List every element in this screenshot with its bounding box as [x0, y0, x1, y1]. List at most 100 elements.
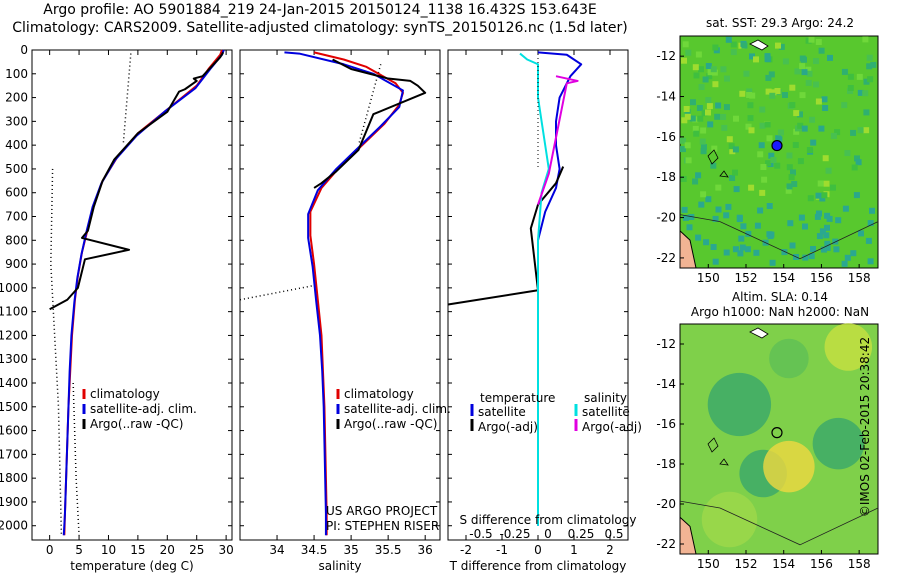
sst-texture-cell	[788, 174, 795, 181]
depth-tick-label: 800	[5, 233, 28, 247]
sst-texture-cell	[743, 70, 750, 77]
sst-texture-cell	[851, 164, 858, 171]
diff-top-tick-label: 0	[544, 527, 552, 541]
sst-texture-cell	[712, 44, 719, 51]
sla-anomaly-blob	[769, 338, 809, 379]
sst-texture-cell	[698, 66, 704, 73]
sst-texture-cell	[841, 102, 848, 109]
sst-texture-cell	[710, 162, 717, 169]
sst-texture-cell	[834, 129, 841, 136]
sst-texture-cell	[862, 36, 869, 43]
diff-top-tick-label: 0.5	[604, 527, 623, 541]
sst-texture-cell	[698, 84, 705, 90]
sst-texture-cell	[869, 207, 875, 214]
sst-texture-cell	[733, 186, 740, 193]
sst-texture-cell	[758, 142, 765, 149]
sst-texture-cell	[824, 244, 831, 251]
sla-lon-tick-label: 150	[697, 557, 720, 571]
sst-texture-cell	[740, 223, 747, 230]
sla-lon-tick-label: 154	[772, 557, 795, 571]
sst-texture-cell	[759, 189, 766, 196]
sla-lat-tick-label: -18	[656, 457, 676, 471]
sst-texture-cell	[695, 172, 702, 179]
sst-texture-cell	[720, 66, 727, 73]
depth-tick-label: 1000	[0, 281, 28, 295]
depth-tick-label: 1500	[0, 400, 28, 414]
sla-land-mass	[679, 516, 697, 555]
sst-texture-cell	[723, 104, 730, 111]
sst-texture-cell	[720, 114, 727, 120]
sst-texture-cell	[807, 195, 814, 202]
sst-texture-cell	[781, 249, 788, 256]
sst-texture-cell	[730, 49, 737, 56]
sst-texture-cell	[818, 47, 825, 54]
sla-lat-tick-label: -14	[656, 377, 676, 391]
sst-texture-cell	[870, 61, 877, 68]
sst-texture-cell	[729, 148, 736, 155]
sst-texture-cell	[792, 142, 799, 148]
sst-texture-cell	[759, 122, 766, 129]
sla-anomaly-blob	[763, 440, 815, 493]
sst-texture-cell	[815, 39, 822, 45]
sst-texture-cell	[826, 215, 833, 222]
sst-texture-cell	[682, 41, 689, 48]
sst-texture-cell	[850, 129, 857, 136]
sst-texture-cell	[729, 175, 736, 181]
sst-texture-cell	[841, 68, 848, 75]
sst-texture-cell	[684, 109, 691, 116]
depth-tick-label: 700	[5, 210, 28, 224]
salinity-frame	[239, 49, 441, 541]
sst-texture-cell	[738, 235, 745, 242]
sst-texture-cell	[797, 111, 803, 118]
sst-texture-cell	[710, 244, 717, 250]
sst-texture-cell	[778, 43, 785, 50]
salinity-xlabel: salinity	[318, 559, 361, 573]
sst-texture-cell	[700, 144, 707, 150]
sst-texture-cell	[867, 258, 874, 265]
sst-texture-cell	[858, 230, 864, 237]
depth-tick-label: 0	[20, 43, 28, 57]
sst-texture-cell	[702, 76, 709, 83]
sst-texture-cell	[715, 102, 722, 109]
depth-tick-label: 1200	[0, 328, 28, 342]
sst-texture-cell	[866, 63, 873, 70]
sst-lon-tick-label: 154	[772, 271, 795, 285]
sst-texture-cell	[700, 191, 707, 198]
sst-texture-cell	[787, 220, 794, 227]
sst-texture-cell	[692, 64, 699, 71]
salinity-series-line	[284, 51, 404, 536]
sst-texture-cell	[835, 217, 842, 224]
salinity-xtick-label: 34	[269, 543, 284, 557]
sst-texture-cell	[805, 66, 812, 73]
sst-texture-cell	[786, 152, 793, 159]
sst-texture-cell	[805, 79, 812, 86]
sst-texture-cell	[825, 167, 832, 174]
sst-texture-cell	[684, 142, 691, 149]
sst-texture-cell	[690, 99, 696, 106]
sst-texture-cell	[765, 88, 772, 95]
sst-texture-cell	[782, 58, 789, 65]
sla-map-title-1: Altim. SLA: 0.14	[731, 290, 829, 304]
sst-texture-cell	[808, 253, 815, 260]
sla-lon-tick-label: 152	[735, 557, 758, 571]
depth-tick-label: 1400	[0, 376, 28, 390]
salinity-xtick-label: 35	[343, 543, 358, 557]
sst-texture-cell	[809, 116, 815, 123]
sst-lat-tick-label: -20	[656, 211, 676, 225]
sst-texture-cell	[857, 89, 864, 96]
sst-texture-cell	[824, 212, 831, 219]
temperature-xtick-label: 10	[101, 543, 116, 557]
sst-texture-cell	[695, 51, 702, 58]
sst-texture-cell	[768, 231, 775, 238]
temperature-xtick-label: 20	[160, 543, 175, 557]
sla-bathymetry-contour	[679, 500, 879, 546]
sst-texture-cell	[745, 123, 752, 130]
sst-bathymetry-contour	[679, 214, 879, 260]
sst-texture-cell	[714, 113, 721, 120]
sst-texture-cell	[732, 146, 739, 153]
depth-tick-label: 1700	[0, 447, 28, 461]
sst-texture-cell	[774, 88, 781, 94]
sst-texture-cell	[862, 90, 869, 97]
sst-texture-cell	[689, 115, 696, 122]
temperature-xtick-label: 0	[46, 543, 54, 557]
